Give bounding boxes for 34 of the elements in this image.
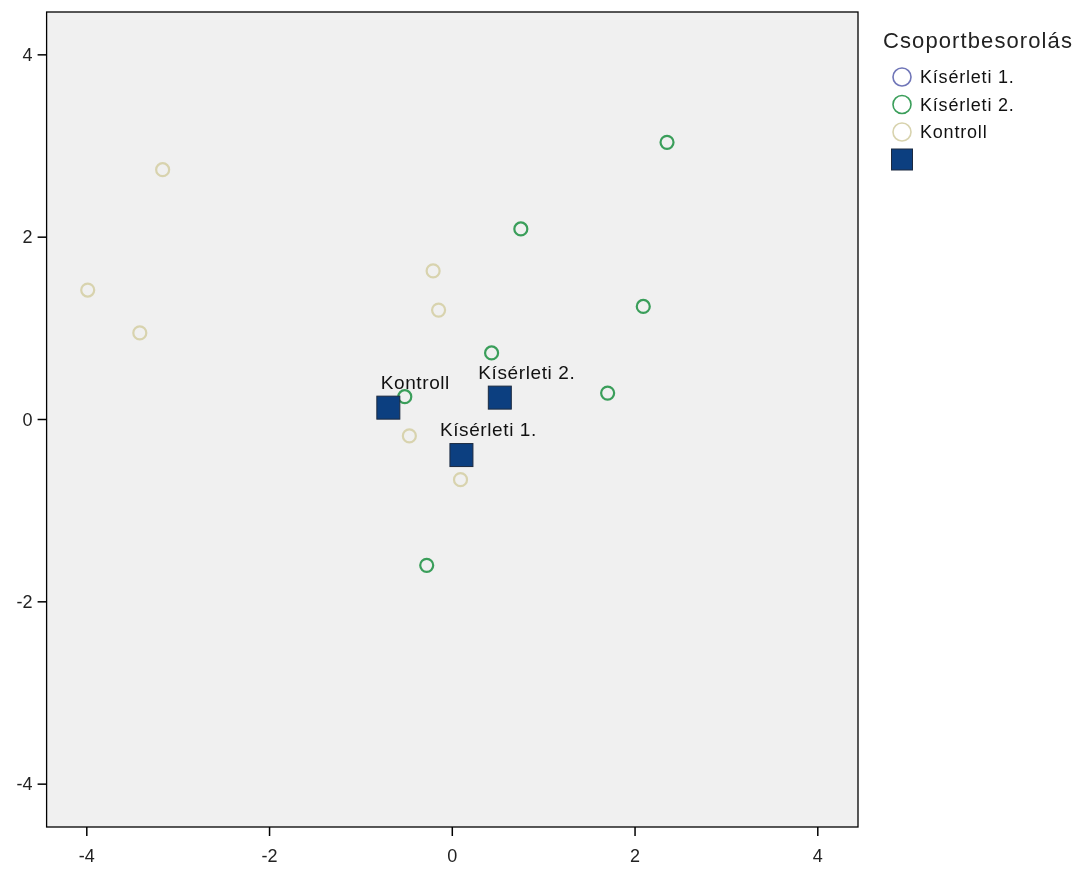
point bbox=[483, 345, 500, 361]
point bbox=[513, 221, 529, 237]
legend-label: Kísérleti 2. bbox=[920, 94, 1015, 115]
annotation: Kísérleti 1. bbox=[439, 419, 537, 441]
point bbox=[600, 385, 616, 401]
y-tick-label: -4 bbox=[16, 774, 33, 795]
legend-label: Kísérleti 1. bbox=[920, 67, 1015, 88]
y-tick-label: 2 bbox=[22, 227, 33, 248]
point bbox=[397, 389, 413, 405]
x-tick-label: -4 bbox=[78, 846, 95, 866]
annotation: Kontroll bbox=[380, 371, 450, 393]
x-tick-label: -2 bbox=[261, 846, 278, 866]
point bbox=[659, 134, 675, 150]
legend-title: Csoportbesorolás bbox=[883, 28, 1074, 53]
point bbox=[430, 302, 447, 318]
point bbox=[80, 282, 96, 298]
x-tick-label: 4 bbox=[812, 846, 823, 866]
point bbox=[635, 298, 651, 315]
x-tick-label: 0 bbox=[447, 846, 458, 866]
point bbox=[487, 385, 512, 410]
legend-label: Kontroll bbox=[920, 122, 988, 143]
y-tick-label: 0 bbox=[22, 409, 33, 430]
point bbox=[401, 428, 417, 444]
point bbox=[419, 557, 435, 573]
point bbox=[155, 162, 171, 178]
point bbox=[452, 472, 469, 488]
x-tick-label: 2 bbox=[630, 846, 641, 866]
point bbox=[376, 395, 401, 420]
point bbox=[449, 443, 474, 468]
y-tick-label: 4 bbox=[22, 45, 33, 66]
y-tick-label: -2 bbox=[16, 592, 33, 613]
point bbox=[425, 263, 441, 279]
point bbox=[132, 325, 148, 341]
annotation: Kísérleti 2. bbox=[478, 361, 576, 383]
